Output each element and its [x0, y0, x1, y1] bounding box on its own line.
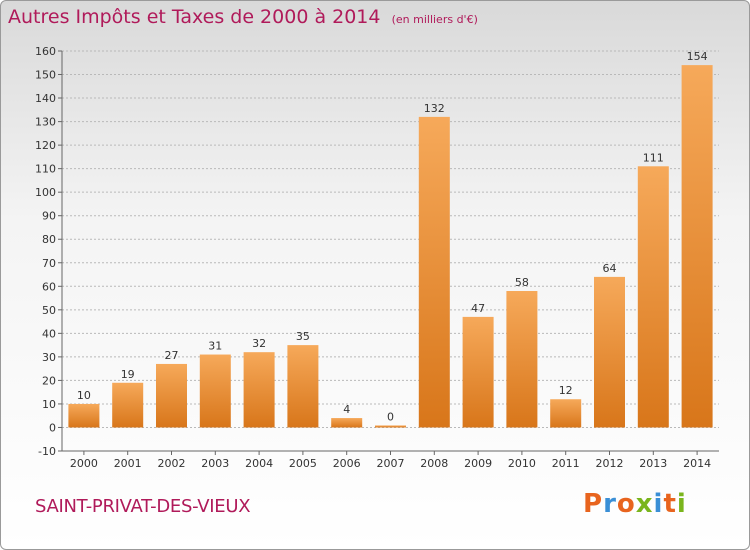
value-label-2004: 32	[252, 337, 266, 350]
bar-2000	[68, 403, 100, 428]
value-label-2002: 27	[165, 349, 179, 362]
value-label-2008: 132	[424, 102, 445, 115]
value-label-2003: 31	[208, 340, 222, 353]
x-tick-label-2007: 2007	[377, 457, 405, 470]
brand-logo: Proxiti	[583, 489, 687, 519]
value-label-2005: 35	[296, 330, 310, 343]
value-label-2012: 64	[603, 262, 617, 275]
bar-2008	[418, 116, 450, 428]
x-tick-label-2001: 2001	[114, 457, 142, 470]
brand-letter: P	[583, 489, 604, 519]
x-tick-label-2000: 2000	[70, 457, 98, 470]
y-tick-label: 150	[35, 69, 56, 82]
y-tick-label: 70	[42, 257, 56, 270]
bar-2014	[681, 65, 713, 428]
y-tick-label: 0	[49, 421, 56, 434]
x-tick-label-2010: 2010	[508, 457, 536, 470]
brand-letter: i	[653, 489, 664, 519]
bar-2003	[199, 354, 231, 428]
value-label-2010: 58	[515, 276, 529, 289]
bar-2013	[637, 166, 669, 428]
y-tick-label: 10	[42, 398, 56, 411]
bar-2011	[550, 399, 582, 428]
value-label-2006: 4	[343, 403, 350, 416]
bar-2002	[156, 363, 187, 428]
y-tick-label: 120	[35, 139, 56, 152]
chart-title: Autres Impôts et Taxes de 2000 à 2014 (e…	[8, 6, 478, 28]
x-tick-label-2004: 2004	[245, 457, 273, 470]
bar-2007	[375, 425, 406, 428]
value-label-2014: 154	[687, 50, 708, 63]
value-label-2013: 111	[643, 151, 664, 164]
bar-2012	[594, 276, 625, 428]
y-tick-label: -10	[38, 445, 56, 458]
value-label-2011: 12	[559, 384, 573, 397]
y-tick-label: 90	[42, 210, 56, 223]
y-tick-label: 140	[35, 92, 56, 105]
x-tick-label-2006: 2006	[333, 457, 361, 470]
x-tick-label-2011: 2011	[552, 457, 580, 470]
brand-letter: i	[676, 489, 687, 519]
y-tick-label: 80	[42, 233, 56, 246]
y-tick-label: 30	[42, 351, 56, 364]
y-tick-label: 50	[42, 304, 56, 317]
title-unit: (en milliers d'€)	[391, 13, 478, 26]
value-label-2001: 19	[121, 368, 135, 381]
y-tick-label: 60	[42, 280, 56, 293]
x-tick-label-2009: 2009	[464, 457, 492, 470]
y-tick-label: 100	[35, 186, 56, 199]
x-tick-label-2003: 2003	[201, 457, 229, 470]
value-label-2009: 47	[471, 302, 485, 315]
x-tick-label-2002: 2002	[158, 457, 186, 470]
y-tick-label: 130	[35, 116, 56, 129]
bar-2010	[506, 291, 538, 428]
y-tick-label: 20	[42, 374, 56, 387]
x-tick-label-2012: 2012	[596, 457, 624, 470]
x-tick-label-2014: 2014	[683, 457, 711, 470]
y-tick-label: 160	[35, 45, 56, 58]
x-tick-label-2008: 2008	[420, 457, 448, 470]
bar-2004	[243, 352, 275, 428]
bar-2009	[462, 316, 494, 428]
value-label-2000: 10	[77, 389, 91, 402]
y-tick-label: 110	[35, 163, 56, 176]
x-tick-label-2005: 2005	[289, 457, 317, 470]
commune-name: SAINT-PRIVAT-DES-VIEUX	[35, 496, 251, 517]
bar-2001	[112, 382, 144, 428]
value-label-2007: 0	[387, 410, 394, 423]
title-main: Autres Impôts et Taxes de 2000 à 2014	[8, 6, 381, 28]
x-tick-label-2013: 2013	[639, 457, 667, 470]
y-tick-label: 40	[42, 327, 56, 340]
brand-letter: x	[635, 489, 654, 519]
brand-letter: o	[616, 489, 636, 519]
brand-letter: r	[603, 489, 617, 519]
bar-2005	[287, 345, 319, 428]
bar-2006	[331, 418, 363, 428]
brand-letter: t	[663, 489, 677, 519]
